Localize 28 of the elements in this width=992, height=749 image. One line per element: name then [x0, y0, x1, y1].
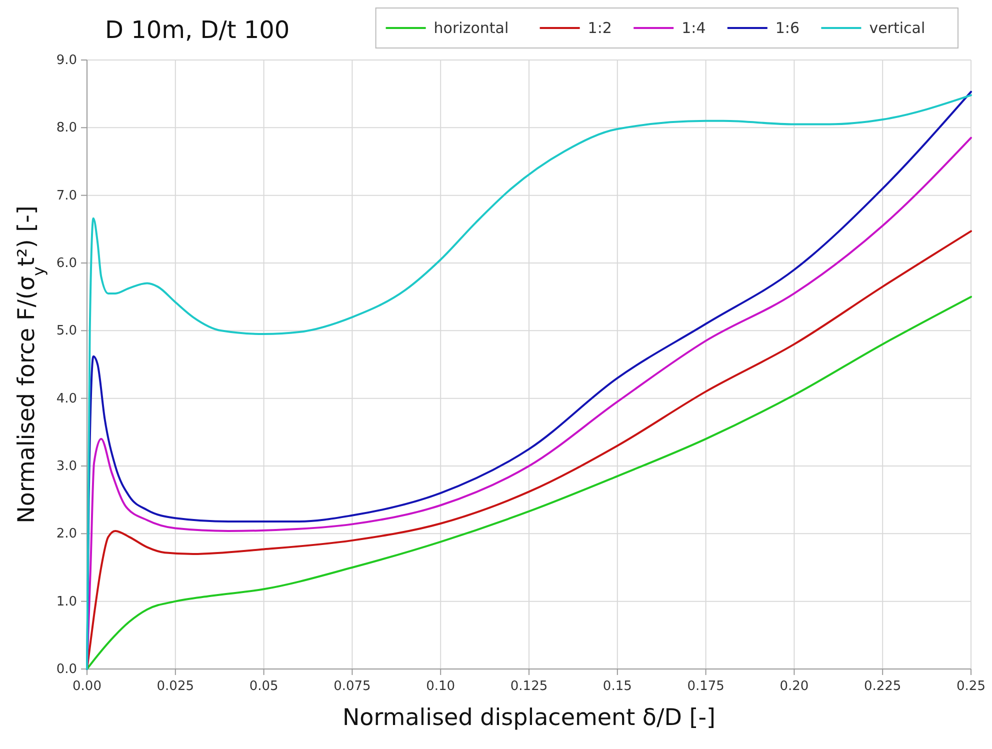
- x-tick-label: 0.10: [426, 679, 456, 694]
- x-tick-label: 0.025: [156, 679, 194, 694]
- x-tick-label: 0.25: [956, 679, 986, 694]
- y-tick-label: 7.0: [56, 188, 77, 204]
- x-tick-label: 0.225: [864, 679, 902, 694]
- y-tick-label: 8.0: [56, 120, 77, 136]
- legend-label: vertical: [869, 19, 926, 37]
- y-tick-label: 4.0: [56, 391, 77, 406]
- x-tick-label: 0.20: [780, 679, 809, 694]
- y-tick-label: 2.0: [56, 526, 77, 542]
- legend-label: 1:6: [775, 19, 800, 37]
- legend-label: 1:2: [588, 19, 612, 37]
- x-tick-label: 0.00: [72, 679, 102, 694]
- x-tick-label: 0.175: [687, 679, 724, 694]
- x-tick-label: 0.125: [510, 679, 548, 694]
- x-tick-label: 0.075: [334, 679, 371, 694]
- x-axis-title: Normalised displacement δ/D [-]: [342, 705, 716, 731]
- y-tick-label: 5.0: [56, 324, 77, 339]
- y-tick-label: 6.0: [56, 256, 77, 271]
- y-tick-label: 9.0: [56, 53, 77, 68]
- y-tick-label: 1.0: [56, 594, 77, 610]
- legend-label: horizontal: [434, 19, 509, 37]
- chart-title: D 10m, D/t 100: [105, 16, 290, 44]
- x-tick-label: 0.15: [602, 679, 632, 694]
- y-tick-label: 3.0: [56, 459, 77, 474]
- y-tick-label: 0.0: [56, 662, 77, 677]
- x-tick-label: 0.05: [249, 679, 278, 694]
- legend-label: 1:4: [682, 19, 706, 37]
